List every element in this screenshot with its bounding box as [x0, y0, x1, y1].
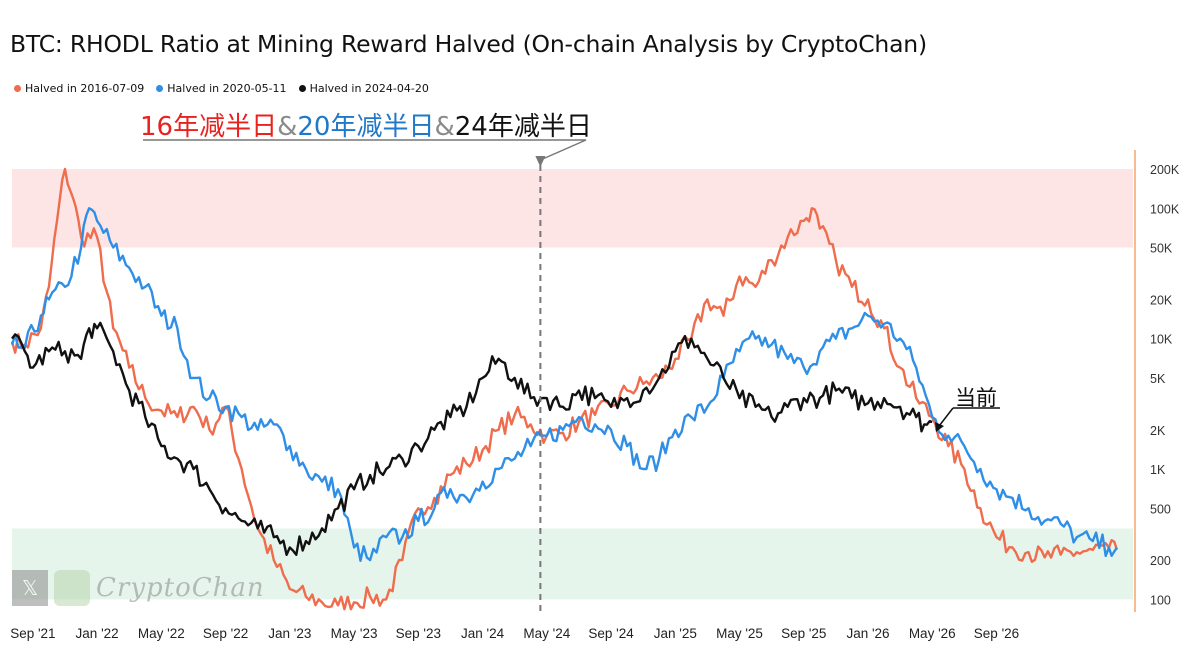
- x-tick-label: Jan '26: [846, 626, 889, 641]
- x-tick-label: Jan '22: [76, 626, 119, 641]
- x-tick-label: May '22: [138, 626, 185, 641]
- x-tick-label: Sep '21: [10, 626, 55, 641]
- x-tick-label: Sep '25: [781, 626, 826, 641]
- legend-item-2016[interactable]: Halved in 2016-07-09: [14, 82, 144, 95]
- x-tick-label: Jan '24: [461, 626, 505, 641]
- x-tick-label: Sep '24: [588, 626, 634, 641]
- x-tick-label: Sep '22: [203, 626, 248, 641]
- annotation-connector: [143, 139, 587, 161]
- y-tick-label: 200K: [1150, 163, 1180, 177]
- legend-label-2016: Halved in 2016-07-09: [25, 82, 145, 95]
- y-tick-label: 200: [1150, 554, 1171, 568]
- chart-title: BTC: RHODL Ratio at Mining Reward Halved…: [10, 30, 927, 58]
- annot-amp-1: &: [277, 112, 298, 142]
- legend-dot-2020: [156, 85, 164, 92]
- annot-2024: 24年减半日: [454, 112, 592, 142]
- x-logo-icon: 𝕏: [12, 570, 48, 606]
- legend-dot-2024: [298, 85, 306, 92]
- annot-amp-2: &: [434, 112, 455, 142]
- zone-undervalued: [12, 528, 1133, 600]
- y-tick-label: 1K: [1150, 463, 1166, 477]
- legend: Halved in 2016-07-09 Halved in 2020-05-1…: [14, 82, 429, 95]
- current-arrow-icon: [935, 422, 944, 432]
- legend-label-2020: Halved in 2020-05-11: [167, 82, 287, 95]
- y-tick-label: 2K: [1150, 424, 1166, 438]
- watermark-brand: CryptoChan: [96, 573, 265, 603]
- y-tick-label: 10K: [1150, 333, 1173, 347]
- y-tick-label: 100K: [1150, 202, 1180, 216]
- annotation-arrow-icon: [535, 156, 546, 167]
- x-tick-label: May '25: [716, 626, 763, 641]
- x-tick-label: May '26: [909, 626, 956, 641]
- y-tick-label: 500: [1150, 502, 1171, 516]
- x-tick-label: Sep '26: [974, 626, 1019, 641]
- legend-item-2020[interactable]: Halved in 2020-05-11: [156, 82, 287, 95]
- series-line-2: [11, 321, 933, 556]
- watermark: 𝕏 CryptoChan: [12, 570, 265, 606]
- legend-item-2024[interactable]: Halved in 2024-04-20: [298, 82, 429, 95]
- y-tick-label: 50K: [1150, 242, 1173, 256]
- y-tick-label: 20K: [1150, 293, 1173, 307]
- avatar: [54, 570, 90, 606]
- current-label: 当前: [955, 386, 997, 410]
- annot-2020: 20年减半日: [297, 112, 435, 142]
- legend-dot-2016: [14, 85, 21, 92]
- x-tick-label: Jan '25: [654, 626, 697, 641]
- y-tick-label: 100: [1150, 593, 1171, 607]
- series-line-1: [10, 207, 1118, 562]
- zone-overheated: [12, 169, 1133, 248]
- x-tick-label: Jan '23: [268, 626, 311, 641]
- legend-label-2024: Halved in 2024-04-20: [309, 82, 429, 95]
- halving-annotation: 16年减半日&20年减半日&24年减半日: [140, 106, 592, 143]
- x-tick-label: Sep '23: [396, 626, 441, 641]
- y-tick-label: 5K: [1150, 372, 1166, 386]
- annot-2016: 16年减半日: [140, 112, 278, 142]
- x-tick-label: May '23: [331, 626, 378, 641]
- x-tick-label: May '24: [523, 626, 570, 641]
